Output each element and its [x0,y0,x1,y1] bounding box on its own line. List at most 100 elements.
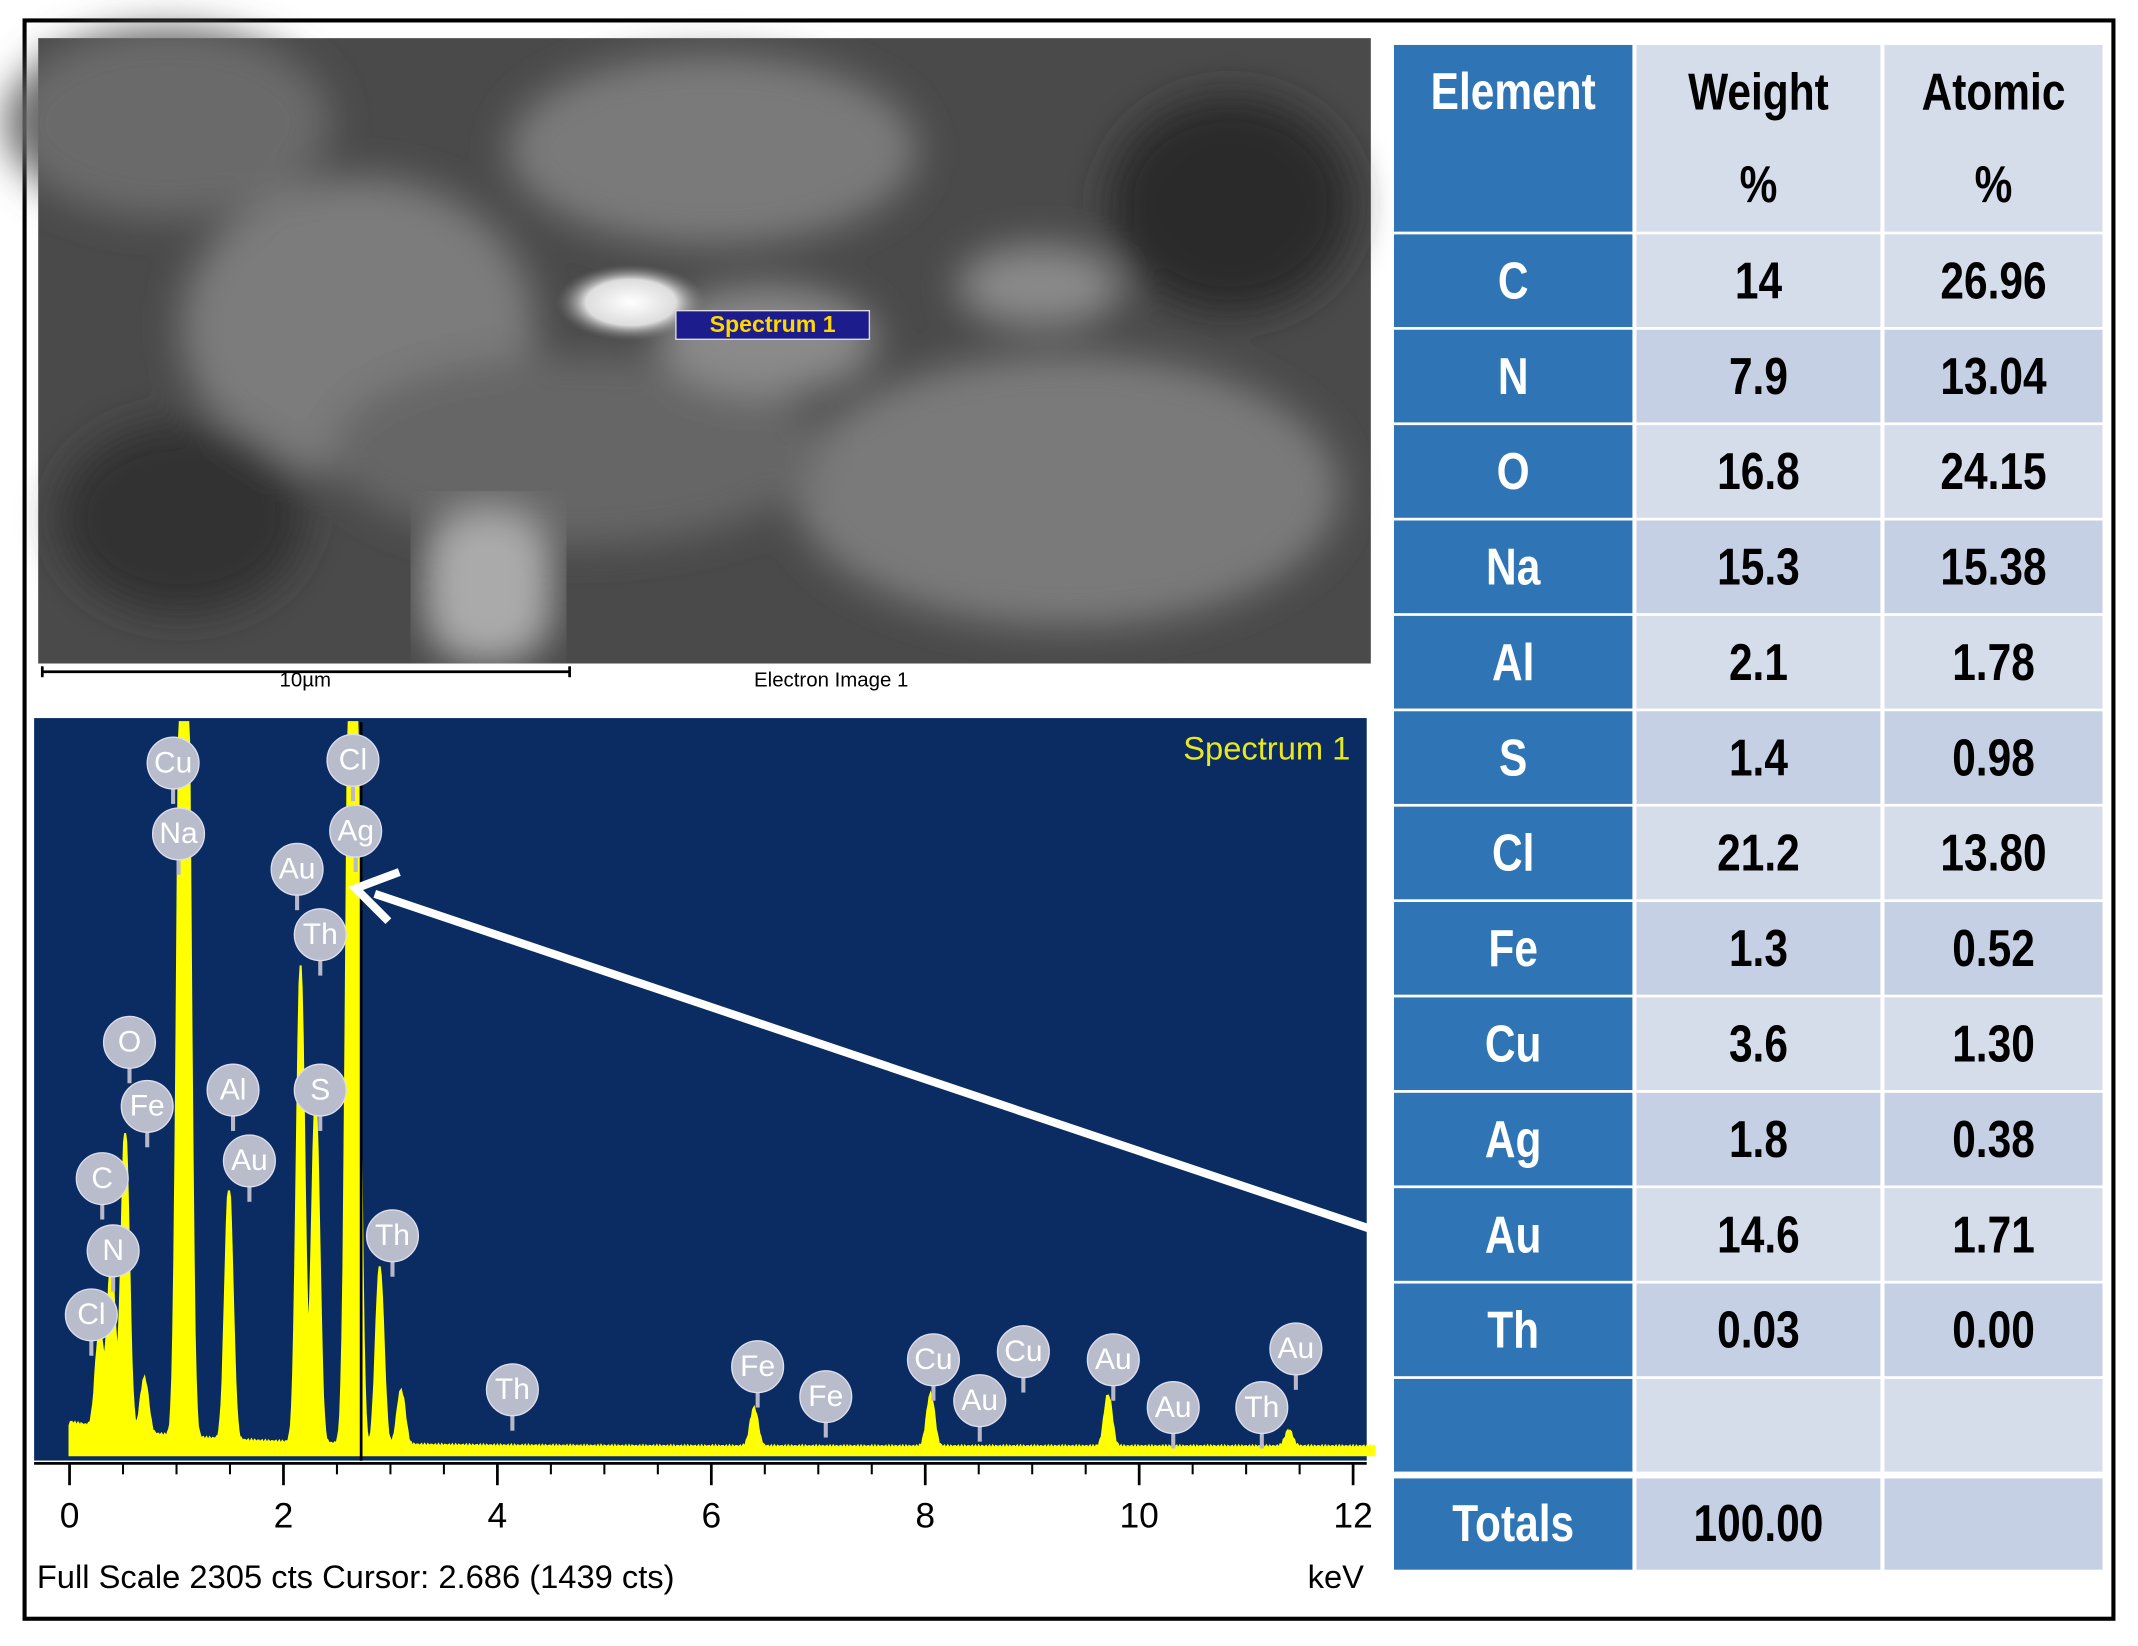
arrow-shaft [373,889,1373,1233]
table-cell-text: 7.9 [1729,348,1788,406]
peak-badge [1269,1322,1323,1376]
table-cell-text: 16.8 [1717,443,1800,501]
table-cell [1884,997,2103,1091]
table-cell [1884,520,2103,614]
table-cell [1393,329,1633,423]
peak-badge [1235,1380,1289,1435]
table-cell-text: S [1499,729,1527,787]
peak-label: Fe [130,1090,165,1123]
x-tick-label: 2 [274,1495,294,1535]
peak-badge [731,1340,785,1394]
table-cell [1636,234,1881,328]
table-cell-text: 1.8 [1729,1111,1788,1169]
x-tick-label: 8 [915,1495,935,1535]
peak-label: Th [1244,1391,1279,1424]
peak-label: Cu [914,1343,952,1376]
table-cell [1884,806,2103,900]
table-cell [1884,1478,2103,1570]
table-cell-text: C [1498,253,1529,311]
x-tick-label: 12 [1333,1495,1372,1535]
peak-label: Au [279,853,316,886]
table-cell [1636,1378,1881,1472]
table-cell [1393,902,1633,995]
table-cell [1393,1092,1633,1186]
table-cell-text: 2.1 [1729,634,1788,692]
x-unit: keV [1308,1558,1365,1595]
table-cell-text: Fe [1488,920,1538,978]
table-cell-text: 14 [1735,253,1783,311]
table-cell [1884,615,2103,709]
table-cell-text: Cu [1485,1016,1542,1074]
table-cell [1393,1283,1633,1377]
peak-badge [206,1063,260,1117]
peak-label: Al [220,1073,247,1106]
peak-badge [293,1063,347,1117]
peak-label: Au [1095,1343,1132,1376]
table-cell [1636,902,1881,995]
table-cell-text: 0.52 [1952,920,2035,978]
table-cell [1636,711,1881,804]
peak-label: Fe [808,1380,843,1413]
x-tick-label: 10 [1119,1495,1158,1535]
table-cell [1393,520,1633,614]
table-cell [1636,44,1881,232]
spectrum-footer: Full Scale 2305 cts Cursor: 2.686 (1439 … [37,1558,675,1595]
table-cell [1884,1092,2103,1186]
peak-label: Cu [1004,1335,1042,1368]
table-cell-text: Na [1486,539,1541,597]
table-cell [1636,997,1881,1091]
spectrum-trace [68,721,1376,1457]
peak-badge [996,1325,1050,1379]
peak-badge [1146,1380,1200,1435]
arrow-head [348,868,401,924]
header-cell: Atomic% [1922,63,2066,214]
table-cell-text: 15.38 [1940,539,2046,597]
table-cell [1393,806,1633,900]
table-cell [1393,711,1633,804]
table-cell-text: 24.15 [1940,443,2046,501]
table-cell [1393,425,1633,518]
table-cell [1884,1378,2103,1472]
table-cell [1884,711,2103,804]
table-cell [1393,615,1633,709]
table-cell [1636,329,1881,423]
table-cell-text: Cl [1492,825,1534,883]
peak-label: Fe [740,1350,775,1383]
table-cell [1393,997,1633,1091]
composition-table: Element Weight % Atomic % C 14 26.96 N 7.9 13.04 O 1… [1393,44,2103,1570]
table-cell [1393,234,1633,328]
table-cell [1884,234,2103,328]
table-cell [1636,615,1881,709]
table-cell-text: 14.6 [1717,1206,1800,1264]
table-cell [1884,44,2103,232]
peak-label: Au [1155,1391,1192,1424]
table-cell-text: 13.80 [1940,825,2046,883]
table-cell [1884,1188,2103,1281]
table-cell [1393,1378,1633,1472]
table-cell-text: 0.03 [1717,1302,1800,1360]
x-ticks: 0 2 4 6 8 10 12 [60,1463,1373,1535]
peak-badge [75,1152,129,1206]
table-cell [1636,1188,1881,1281]
table-cell-text: 15.3 [1717,539,1800,597]
table-cell [1636,1478,1881,1570]
peak-badge [799,1370,853,1424]
peak-badge [293,908,347,962]
table-cell-text: 1.3 [1729,920,1788,978]
table-cell-text: O [1497,443,1530,501]
table-cell [1393,1478,1633,1570]
peak-badge [953,1374,1007,1428]
table-cell-text: Ag [1485,1111,1542,1169]
totals-cell-text: 100.00 [1694,1495,1824,1553]
table-cell [1636,425,1881,518]
table-cell-text: N [1498,348,1529,406]
peak-label: Th [495,1373,530,1406]
table-cell [1636,806,1881,900]
peak-label: Cu [154,746,192,779]
peak-label: Th [303,918,338,951]
table-cell-text: 1.71 [1952,1206,2035,1264]
peak-label: Th [375,1219,410,1252]
